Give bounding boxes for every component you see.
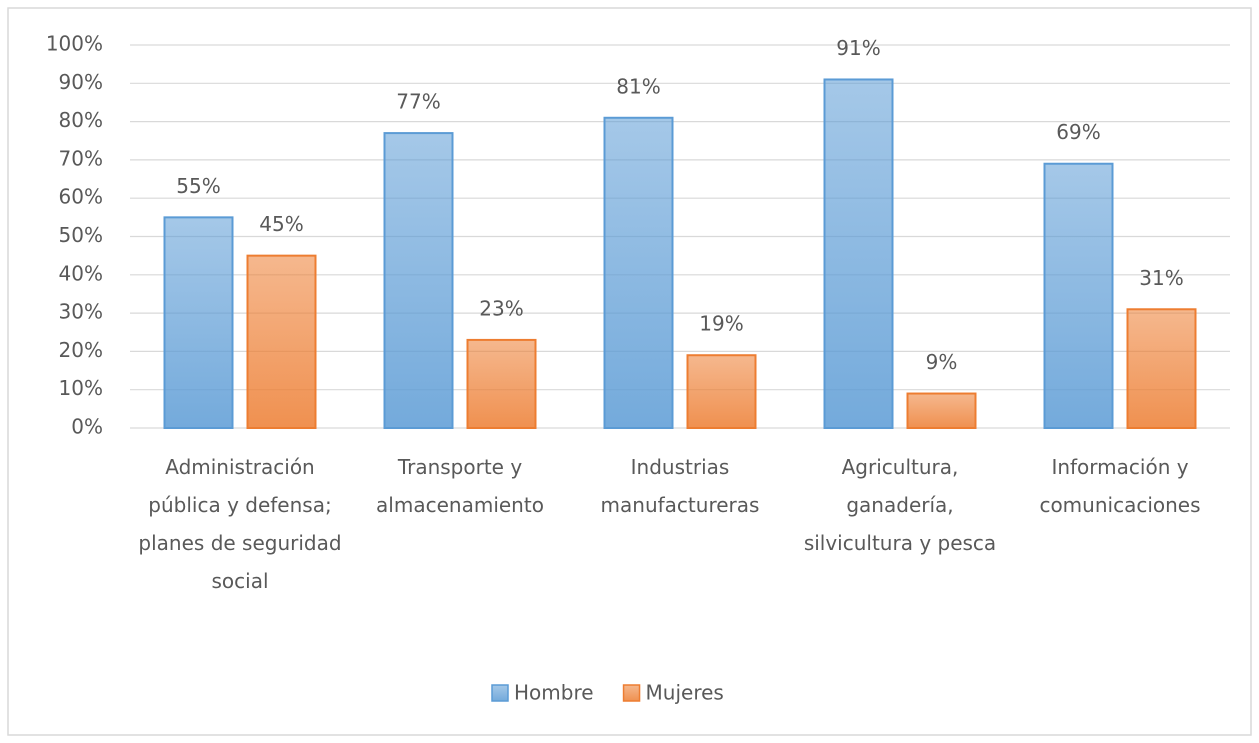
bar	[603, 116, 674, 430]
data-label: 81%	[616, 74, 660, 98]
bar	[466, 338, 537, 429]
y-tick-label: 50%	[59, 223, 103, 247]
data-label: 77%	[396, 90, 440, 114]
data-label: 45%	[259, 212, 303, 236]
y-tick-label: 10%	[59, 376, 103, 400]
data-label: 23%	[479, 296, 523, 320]
y-tick-label: 80%	[59, 108, 103, 132]
legend-swatch	[622, 684, 641, 702]
bar	[1126, 308, 1197, 429]
bar	[246, 254, 317, 429]
data-label: 55%	[176, 174, 220, 198]
y-tick-label: 0%	[71, 415, 103, 439]
y-tick-label: 90%	[59, 70, 103, 94]
legend-label: Hombre	[514, 681, 594, 705]
bar	[163, 216, 234, 429]
bar	[1043, 162, 1114, 429]
data-label: 19%	[699, 312, 743, 336]
y-tick-label: 60%	[59, 185, 103, 209]
x-tick-label: Administración pública y defensa; planes…	[138, 455, 342, 593]
y-tick-label: 40%	[59, 261, 103, 285]
x-tick-label: Industrias manufactureras	[600, 455, 760, 517]
y-tick-label: 70%	[59, 146, 103, 170]
bar	[823, 78, 894, 429]
y-tick-label: 20%	[59, 338, 103, 362]
data-label: 31%	[1139, 266, 1183, 290]
legend-swatch	[491, 684, 509, 702]
x-tick-label: Agricultura, ganadería, silvicultura y p…	[803, 455, 997, 555]
data-label: 91%	[836, 36, 880, 60]
data-label: 9%	[926, 350, 958, 374]
y-tick-label: 100%	[46, 32, 103, 56]
y-tick-label: 30%	[59, 300, 103, 324]
bar	[686, 354, 757, 430]
bar	[906, 392, 977, 429]
legend-label: Mujeres	[646, 681, 724, 705]
data-label: 69%	[1056, 120, 1100, 144]
x-tick-label: Transporte y almacenamiento	[376, 455, 544, 517]
bar	[383, 132, 454, 429]
x-tick-label: Información y comunicaciones	[1039, 455, 1201, 517]
